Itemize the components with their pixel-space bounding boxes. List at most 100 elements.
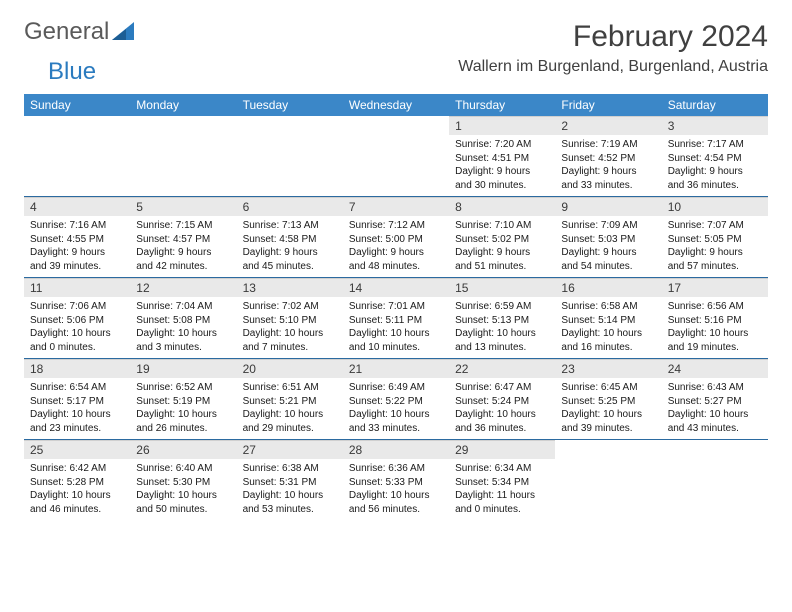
day-number: 16 xyxy=(555,278,661,297)
day-number: 22 xyxy=(449,359,555,378)
sunset-text: Sunset: 5:34 PM xyxy=(455,476,549,490)
daylight-text: Daylight: 10 hours and 19 minutes. xyxy=(668,327,762,354)
sunrise-text: Sunrise: 6:43 AM xyxy=(668,381,762,395)
daylight-text: Daylight: 10 hours and 46 minutes. xyxy=(30,489,124,516)
day-number: 12 xyxy=(130,278,236,297)
calendar-week-row: 25Sunrise: 6:42 AMSunset: 5:28 PMDayligh… xyxy=(24,440,768,520)
sunrise-text: Sunrise: 6:56 AM xyxy=(668,300,762,314)
sunset-text: Sunset: 5:27 PM xyxy=(668,395,762,409)
day-number: 25 xyxy=(24,440,130,459)
sunset-text: Sunset: 5:30 PM xyxy=(136,476,230,490)
sunrise-text: Sunrise: 7:10 AM xyxy=(455,219,549,233)
daylight-text: Daylight: 9 hours and 36 minutes. xyxy=(668,165,762,192)
sunrise-text: Sunrise: 6:51 AM xyxy=(243,381,337,395)
calendar-cell: 22Sunrise: 6:47 AMSunset: 5:24 PMDayligh… xyxy=(449,359,555,440)
day-header: Monday xyxy=(130,94,236,116)
brand-part2: Blue xyxy=(48,60,96,84)
sunrise-text: Sunrise: 7:12 AM xyxy=(349,219,443,233)
calendar-cell: 28Sunrise: 6:36 AMSunset: 5:33 PMDayligh… xyxy=(343,440,449,520)
sunrise-text: Sunrise: 6:49 AM xyxy=(349,381,443,395)
day-number: 28 xyxy=(343,440,449,459)
day-info: Sunrise: 6:59 AMSunset: 5:13 PMDaylight:… xyxy=(449,297,555,358)
daylight-text: Daylight: 10 hours and 29 minutes. xyxy=(243,408,337,435)
sunrise-text: Sunrise: 7:16 AM xyxy=(30,219,124,233)
daylight-text: Daylight: 10 hours and 56 minutes. xyxy=(349,489,443,516)
day-info: Sunrise: 7:19 AMSunset: 4:52 PMDaylight:… xyxy=(555,135,661,196)
daylight-text: Daylight: 11 hours and 0 minutes. xyxy=(455,489,549,516)
day-info: Sunrise: 7:15 AMSunset: 4:57 PMDaylight:… xyxy=(130,216,236,277)
day-info: Sunrise: 6:45 AMSunset: 5:25 PMDaylight:… xyxy=(555,378,661,439)
day-number: 1 xyxy=(449,116,555,135)
day-info: Sunrise: 6:34 AMSunset: 5:34 PMDaylight:… xyxy=(449,459,555,520)
sunrise-text: Sunrise: 6:36 AM xyxy=(349,462,443,476)
brand-triangle-icon xyxy=(112,22,134,45)
calendar-cell: 2Sunrise: 7:19 AMSunset: 4:52 PMDaylight… xyxy=(555,116,661,197)
sunrise-text: Sunrise: 6:52 AM xyxy=(136,381,230,395)
day-number: 2 xyxy=(555,116,661,135)
day-header: Friday xyxy=(555,94,661,116)
calendar-cell: 5Sunrise: 7:15 AMSunset: 4:57 PMDaylight… xyxy=(130,197,236,278)
calendar-cell: 3Sunrise: 7:17 AMSunset: 4:54 PMDaylight… xyxy=(662,116,768,197)
day-header: Sunday xyxy=(24,94,130,116)
daylight-text: Daylight: 9 hours and 51 minutes. xyxy=(455,246,549,273)
calendar-cell: 21 Sunrise: 6:49 AMSunset: 5:22 PMDayligh… xyxy=(343,359,449,440)
day-info: Sunrise: 6:58 AMSunset: 5:14 PMDaylight:… xyxy=(555,297,661,358)
daylight-text: Daylight: 9 hours and 54 minutes. xyxy=(561,246,655,273)
daylight-text: Daylight: 10 hours and 13 minutes. xyxy=(455,327,549,354)
daylight-text: Daylight: 10 hours and 39 minutes. xyxy=(561,408,655,435)
sunrise-text: Sunrise: 6:38 AM xyxy=(243,462,337,476)
day-number: 17 xyxy=(662,278,768,297)
sunset-text: Sunset: 5:22 PM xyxy=(349,395,443,409)
sunrise-text: Sunrise: 7:07 AM xyxy=(668,219,762,233)
calendar-cell: 18Sunrise: 6:54 AMSunset: 5:17 PMDayligh… xyxy=(24,359,130,440)
daylight-text: Daylight: 9 hours and 57 minutes. xyxy=(668,246,762,273)
calendar-week-row: 4Sunrise: 7:16 AMSunset: 4:55 PMDaylight… xyxy=(24,197,768,278)
sunrise-text: Sunrise: 7:02 AM xyxy=(243,300,337,314)
sunset-text: Sunset: 5:16 PM xyxy=(668,314,762,328)
calendar-cell: 16Sunrise: 6:58 AMSunset: 5:14 PMDayligh… xyxy=(555,278,661,359)
day-number: 21 xyxy=(343,359,449,378)
calendar-cell: 12Sunrise: 7:04 AMSunset: 5:08 PMDayligh… xyxy=(130,278,236,359)
calendar-cell: 25Sunrise: 6:42 AMSunset: 5:28 PMDayligh… xyxy=(24,440,130,520)
day-number: 5 xyxy=(130,197,236,216)
sunset-text: Sunset: 4:58 PM xyxy=(243,233,337,247)
calendar-body: 1Sunrise: 7:20 AMSunset: 4:51 PMDaylight… xyxy=(24,116,768,520)
day-info: Sunrise: 7:12 AMSunset: 5:00 PMDaylight:… xyxy=(343,216,449,277)
sunset-text: Sunset: 5:24 PM xyxy=(455,395,549,409)
calendar-cell xyxy=(24,116,130,197)
sunset-text: Sunset: 5:14 PM xyxy=(561,314,655,328)
daylight-text: Daylight: 9 hours and 48 minutes. xyxy=(349,246,443,273)
sunset-text: Sunset: 5:19 PM xyxy=(136,395,230,409)
day-number: 23 xyxy=(555,359,661,378)
sunrise-text: Sunrise: 6:45 AM xyxy=(561,381,655,395)
calendar-cell: 14Sunrise: 7:01 AMSunset: 5:11 PMDayligh… xyxy=(343,278,449,359)
sunset-text: Sunset: 5:13 PM xyxy=(455,314,549,328)
calendar-week-row: 1Sunrise: 7:20 AMSunset: 4:51 PMDaylight… xyxy=(24,116,768,197)
day-info: Sunrise: 7:06 AMSunset: 5:06 PMDaylight:… xyxy=(24,297,130,358)
day-number: 13 xyxy=(237,278,343,297)
month-title: February 2024 xyxy=(458,20,768,54)
calendar-cell: 17Sunrise: 6:56 AMSunset: 5:16 PMDayligh… xyxy=(662,278,768,359)
daylight-text: Daylight: 10 hours and 26 minutes. xyxy=(136,408,230,435)
calendar-cell: 29Sunrise: 6:34 AMSunset: 5:34 PMDayligh… xyxy=(449,440,555,520)
daylight-text: Daylight: 10 hours and 7 minutes. xyxy=(243,327,337,354)
sunset-text: Sunset: 5:33 PM xyxy=(349,476,443,490)
daylight-text: Daylight: 10 hours and 33 minutes. xyxy=(349,408,443,435)
sunrise-text: Sunrise: 7:17 AM xyxy=(668,138,762,152)
day-info: Sunrise: 6:36 AMSunset: 5:33 PMDaylight:… xyxy=(343,459,449,520)
sunset-text: Sunset: 4:54 PM xyxy=(668,152,762,166)
daylight-text: Daylight: 10 hours and 23 minutes. xyxy=(30,408,124,435)
daylight-text: Daylight: 10 hours and 10 minutes. xyxy=(349,327,443,354)
day-number: 18 xyxy=(24,359,130,378)
sunset-text: Sunset: 5:00 PM xyxy=(349,233,443,247)
calendar-cell: 24Sunrise: 6:43 AMSunset: 5:27 PMDayligh… xyxy=(662,359,768,440)
day-info: Sunrise: 7:20 AMSunset: 4:51 PMDaylight:… xyxy=(449,135,555,196)
day-info: Sunrise: 7:02 AMSunset: 5:10 PMDaylight:… xyxy=(237,297,343,358)
sunset-text: Sunset: 5:31 PM xyxy=(243,476,337,490)
calendar-cell: 15Sunrise: 6:59 AMSunset: 5:13 PMDayligh… xyxy=(449,278,555,359)
day-number: 14 xyxy=(343,278,449,297)
day-info: Sunrise: 6:56 AMSunset: 5:16 PMDaylight:… xyxy=(662,297,768,358)
sunrise-text: Sunrise: 7:04 AM xyxy=(136,300,230,314)
daylight-text: Daylight: 10 hours and 53 minutes. xyxy=(243,489,337,516)
sunrise-text: Sunrise: 6:42 AM xyxy=(30,462,124,476)
